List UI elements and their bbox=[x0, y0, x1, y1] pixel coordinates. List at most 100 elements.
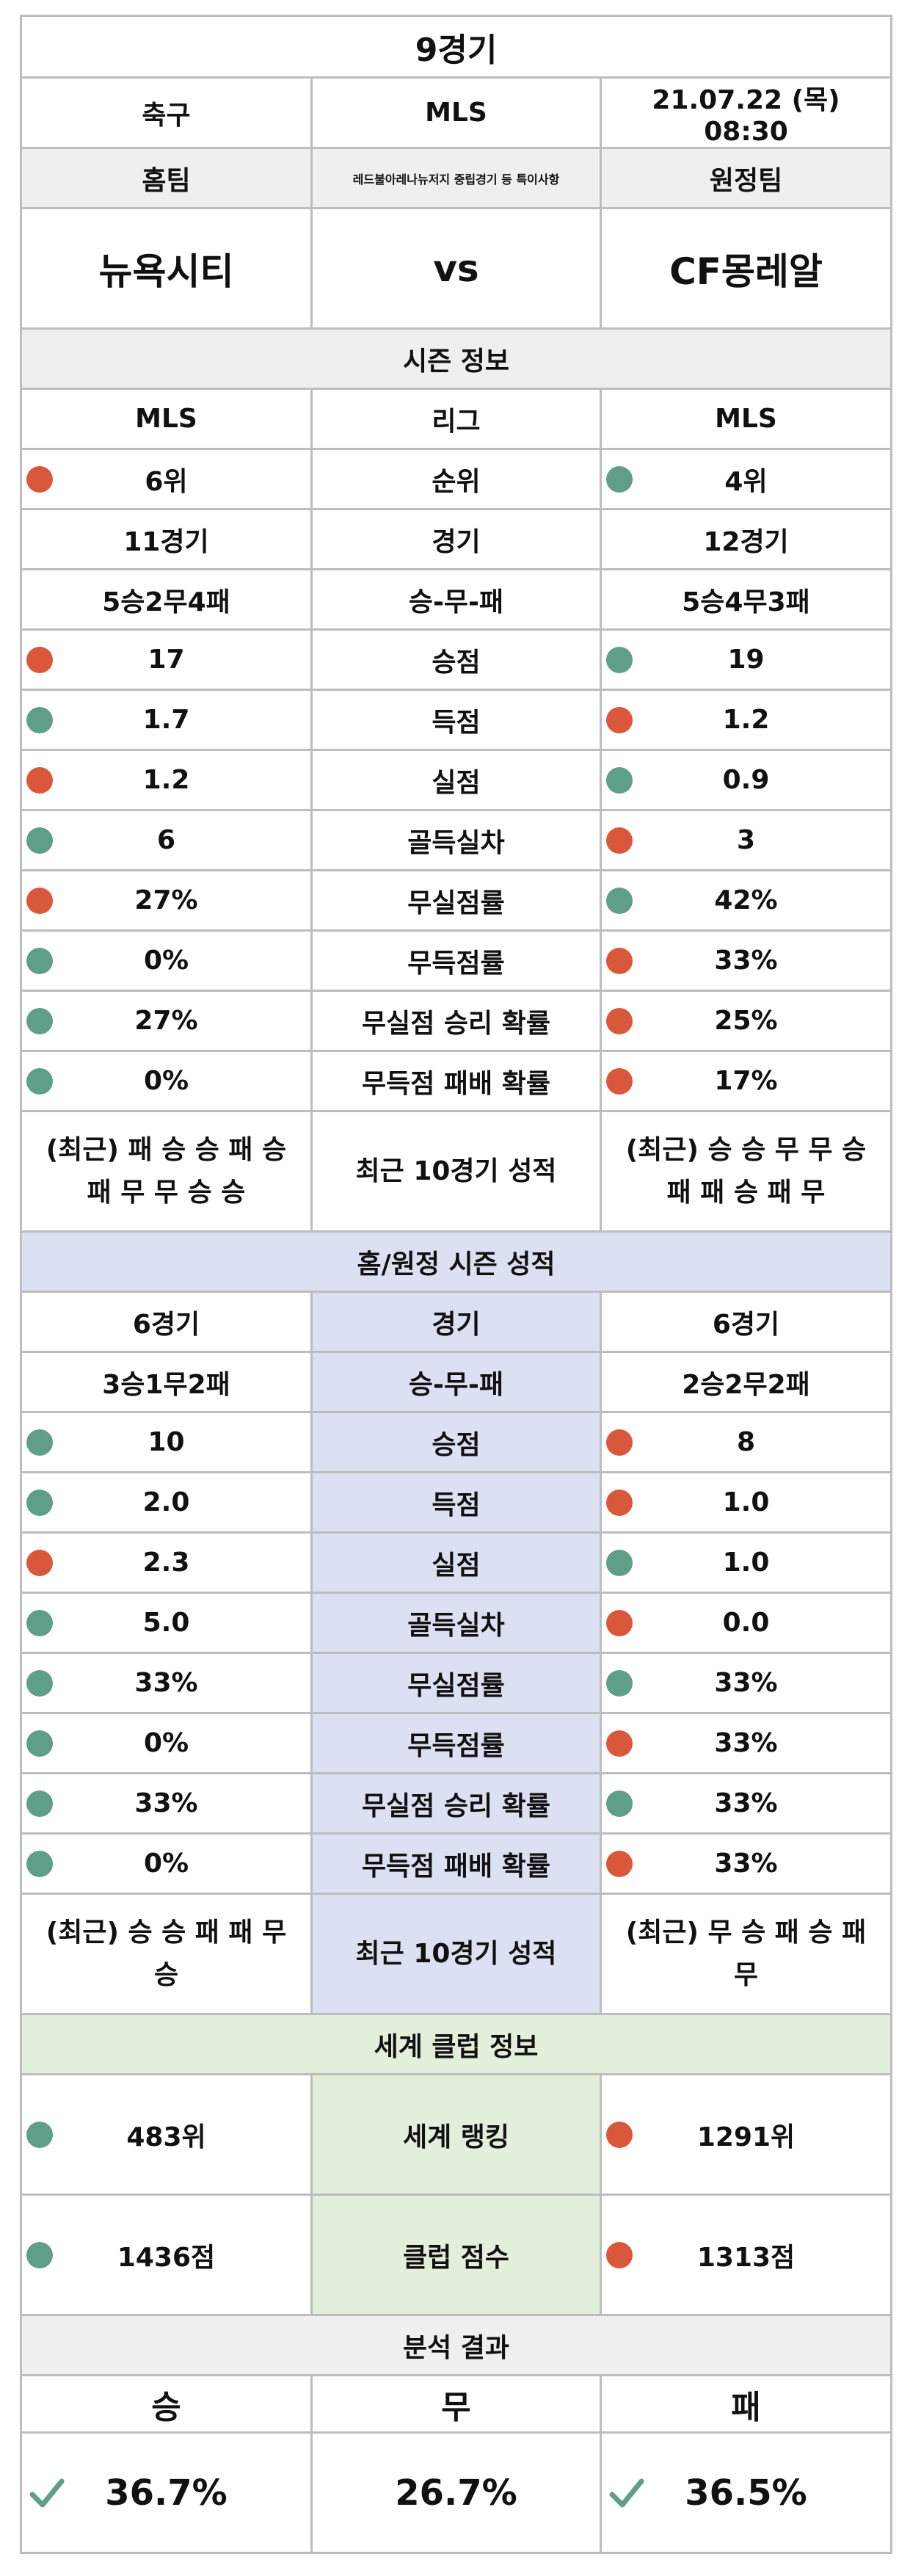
stat-label: 승점 bbox=[310, 1411, 602, 1473]
green-indicator-icon bbox=[26, 2241, 53, 2268]
season-recent-away: (최근) 승 승 무 무 승 패 패 승 패 무 bbox=[599, 1110, 893, 1233]
away-value-cell: 1313점 bbox=[599, 2194, 893, 2316]
stat-row: 5승2무4패 승-무-패 5승4무3패 bbox=[20, 568, 893, 631]
away-value-cell: 5승4무3패 bbox=[599, 568, 893, 631]
stat-row: 10 승점 8 bbox=[20, 1411, 893, 1473]
red-indicator-icon bbox=[26, 646, 53, 673]
check-icon bbox=[609, 2478, 644, 2507]
home-value-cell: 2.0 bbox=[20, 1471, 313, 1534]
away-value: 3 bbox=[736, 825, 756, 855]
away-value: 6경기 bbox=[712, 1309, 780, 1340]
red-indicator-icon bbox=[26, 465, 53, 493]
stat-row: 6경기 경기 6경기 bbox=[20, 1291, 893, 1353]
stat-label: 무실점률 bbox=[310, 869, 602, 932]
recent-line: (최근) 승 승 무 무 승 bbox=[625, 1134, 867, 1165]
away-team-name: CF몽레알 bbox=[599, 207, 893, 330]
away-value-cell: 17% bbox=[599, 1050, 893, 1112]
stat-row: 33% 무실점률 33% bbox=[20, 1652, 893, 1714]
green-indicator-icon bbox=[26, 2121, 53, 2148]
away-value-cell: MLS bbox=[599, 388, 893, 450]
stat-row: MLS 리그 MLS bbox=[20, 388, 893, 450]
stat-label: 순위 bbox=[310, 448, 602, 510]
vs-label: vs bbox=[310, 207, 602, 330]
home-value: 11경기 bbox=[123, 526, 209, 557]
green-indicator-icon bbox=[26, 1609, 53, 1636]
team-header-row: 홈팀 레드불아레나뉴저지 중립경기 등 특이사항 원정팀 bbox=[20, 147, 893, 209]
green-indicator-icon bbox=[26, 1067, 53, 1095]
home-value: 6위 bbox=[145, 466, 188, 497]
outcome-draw: 무 bbox=[310, 2374, 602, 2434]
away-value-cell: 0.9 bbox=[599, 749, 893, 811]
home-value-cell: 11경기 bbox=[20, 508, 313, 570]
away-value-cell: 12경기 bbox=[599, 508, 893, 570]
stat-label: 골득실차 bbox=[310, 809, 602, 871]
away-value: 5승4무3패 bbox=[682, 587, 810, 617]
recent-line: (최근) 패 승 승 패 승 bbox=[46, 1134, 287, 1165]
away-value: 0.9 bbox=[722, 765, 770, 795]
red-indicator-icon bbox=[26, 1549, 53, 1576]
away-value: 33% bbox=[714, 946, 778, 976]
home-value-cell: 0% bbox=[20, 1050, 313, 1112]
away-value-cell: 4위 bbox=[599, 448, 893, 510]
home-value-cell: 1436점 bbox=[20, 2194, 313, 2316]
stat-row: 2.3 실점 1.0 bbox=[20, 1531, 893, 1594]
away-value: 12경기 bbox=[703, 526, 789, 557]
sport-cell: 축구 bbox=[20, 76, 313, 149]
away-value-cell: 33% bbox=[599, 1652, 893, 1714]
recent-line: (최근) 승 승 패 패 무 bbox=[46, 1917, 287, 1948]
red-indicator-icon bbox=[606, 1489, 633, 1516]
stat-label: 클럽 점수 bbox=[310, 2194, 602, 2316]
away-value: 1.0 bbox=[722, 1548, 770, 1578]
recent-line: 패 무 무 승 승 bbox=[87, 1177, 246, 1208]
probability-row: 36.7% 26.7% 36.5% bbox=[20, 2431, 893, 2554]
away-value: 0.0 bbox=[722, 1608, 770, 1638]
stat-label: 무득점 패배 확률 bbox=[310, 1050, 602, 1112]
away-value-cell: 1.0 bbox=[599, 1531, 893, 1594]
home-value-cell: MLS bbox=[20, 388, 313, 450]
homeaway-recent-away: (최근) 무 승 패 승 패 무 bbox=[599, 1893, 893, 2015]
red-indicator-icon bbox=[606, 706, 633, 733]
homeaway-header-row: 홈/원정 시즌 성적 bbox=[19, 1230, 893, 1293]
stat-label: 실점 bbox=[310, 749, 602, 811]
season-recent-row: (최근) 패 승 승 패 승 패 무 무 승 승 최근 10경기 성적 (최근)… bbox=[20, 1110, 893, 1233]
match-table: 9경기 축구 MLS 21.07.22 (목) 08:30 홈팀 레드불아레나뉴… bbox=[19, 15, 893, 2554]
stat-row: 0% 무득점 패배 확률 17% bbox=[20, 1050, 893, 1112]
home-value: 6경기 bbox=[132, 1309, 200, 1340]
green-indicator-icon bbox=[26, 1007, 53, 1034]
home-team-header: 홈팀 bbox=[20, 147, 313, 209]
home-value-cell: 27% bbox=[20, 869, 313, 932]
league-cell: MLS bbox=[310, 76, 602, 149]
away-value-cell: 1.0 bbox=[599, 1471, 893, 1534]
away-value: 33% bbox=[714, 1668, 778, 1698]
home-value-cell: 0% bbox=[20, 1832, 313, 1895]
datetime-cell: 21.07.22 (목) 08:30 bbox=[599, 76, 893, 149]
outcome-win: 승 bbox=[20, 2374, 313, 2434]
recent-line: (최근) 무 승 패 승 패 bbox=[625, 1917, 867, 1948]
home-value-cell: 2.3 bbox=[20, 1531, 313, 1594]
stat-row: 27% 무실점률 42% bbox=[20, 869, 893, 932]
stat-row: 483위 세계 랭킹 1291위 bbox=[20, 2073, 893, 2196]
away-value-cell: 42% bbox=[599, 869, 893, 932]
home-value-cell: 27% bbox=[20, 990, 313, 1052]
world-stats: 483위 세계 랭킹 1291위 1436점 클럽 점수 1313점 bbox=[20, 2073, 893, 2316]
home-value-cell: 0% bbox=[20, 929, 313, 992]
red-indicator-icon bbox=[606, 2121, 633, 2148]
stat-row: 0% 무득점률 33% bbox=[20, 1712, 893, 1774]
check-icon bbox=[29, 2478, 65, 2507]
red-indicator-icon bbox=[26, 887, 53, 914]
home-value-cell: 6위 bbox=[20, 448, 313, 510]
home-value-cell: 33% bbox=[20, 1772, 313, 1835]
homeaway-recent-label: 최근 10경기 성적 bbox=[310, 1893, 602, 2015]
match-title: 9경기 bbox=[19, 15, 893, 79]
stat-label: 경기 bbox=[310, 508, 602, 570]
home-value: 2.0 bbox=[142, 1487, 190, 1517]
win-probability-cell: 36.7% bbox=[20, 2431, 313, 2554]
home-value-cell: 0% bbox=[20, 1712, 313, 1774]
stat-row: 33% 무실점 승리 확률 33% bbox=[20, 1772, 893, 1835]
green-indicator-icon bbox=[606, 646, 633, 673]
away-value: 42% bbox=[714, 885, 778, 915]
home-value: 2.3 bbox=[142, 1548, 190, 1578]
home-value: 17 bbox=[148, 645, 185, 675]
away-value-cell: 33% bbox=[599, 929, 893, 992]
stat-row: 0% 무득점률 33% bbox=[20, 929, 893, 992]
